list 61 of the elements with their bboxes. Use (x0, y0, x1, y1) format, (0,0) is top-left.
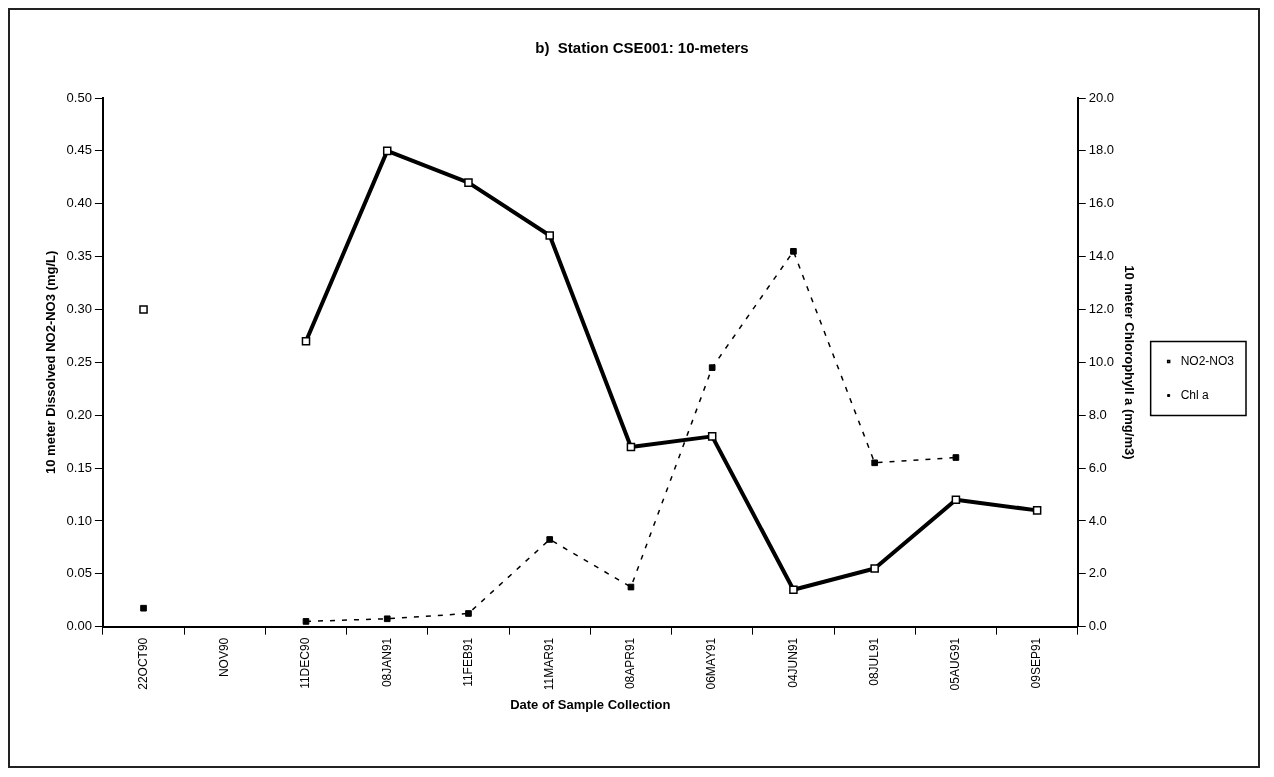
point (951, 495, 961, 505)
point (464, 178, 473, 187)
x-tick-label: 08APR91 (623, 637, 638, 690)
point (301, 336, 311, 346)
point (465, 610, 472, 617)
y-tick-label: 0.50 (66, 89, 92, 105)
y-axis-title: 10 meter Dissolved NO2-NO3 (mg/L) (43, 250, 59, 474)
point (707, 432, 717, 441)
x-tick-label: 11FEB91 (460, 637, 475, 687)
y2-tick-label: 4.0 (1088, 512, 1107, 528)
point (871, 459, 878, 467)
y-tick-label: 0.20 (66, 406, 92, 422)
y-tick-label: 0.45 (66, 142, 92, 158)
x-tick-label: 05AUG91 (948, 637, 963, 691)
point (139, 305, 148, 314)
point (790, 248, 797, 255)
point (140, 604, 147, 612)
point (1032, 506, 1042, 515)
x-tick-label: 22OCT90 (135, 637, 150, 690)
x-tick-label: 11MAR91 (542, 637, 557, 691)
point (870, 564, 879, 573)
y2-tick-label: 10.0 (1088, 353, 1115, 369)
y2-tick-label: 2.0 (1088, 565, 1107, 581)
y-tick-label: 0.05 (66, 565, 92, 581)
point (627, 583, 635, 591)
y-tick-label: 0.35 (66, 248, 92, 264)
y2-tick-label: 6.0 (1088, 459, 1107, 475)
x-tick-label: NOV90 (217, 637, 232, 678)
legend-label: NO2-NO3 (1180, 353, 1235, 368)
x-tick-label: 08JUL91 (866, 637, 881, 686)
x-tick-label: 11DEC90 (298, 637, 313, 689)
y2-tick-label: 12.0 (1088, 301, 1115, 317)
point (789, 585, 798, 594)
y-tick-label: 0.30 (66, 301, 92, 317)
y2-tick-label: 0.0 (1088, 618, 1107, 634)
legend-label: Chl a (1180, 387, 1209, 402)
y-tick-label: 0.25 (66, 353, 92, 369)
y2-tick-label: 16.0 (1088, 195, 1115, 211)
point (546, 536, 554, 543)
point (626, 442, 636, 452)
y2-axis-title: 10 meter Chlorophyll a (mg/m3) (1122, 265, 1138, 460)
y-tick-label: 0.15 (66, 459, 92, 475)
y-tick-label: 0.40 (66, 195, 92, 211)
point (383, 615, 391, 623)
point (382, 146, 392, 156)
point (708, 364, 716, 371)
point (302, 618, 310, 625)
y2-tick-label: 8.0 (1088, 406, 1107, 422)
x-tick-label: 09SEP91 (1029, 637, 1044, 689)
y2-tick-label: 14.0 (1088, 248, 1115, 264)
x-tick-label: 08JAN91 (379, 637, 394, 688)
y2-tick-label: 18.0 (1088, 142, 1115, 158)
point (952, 454, 960, 461)
y2-tick-label: 20.0 (1088, 89, 1115, 105)
point (545, 231, 554, 240)
chart-title: b) Station CSE001: 10-meters (535, 39, 749, 57)
x-tick-label: 06MAY91 (704, 637, 719, 690)
y-tick-label: 0.10 (66, 512, 92, 528)
x-axis-title: Date of Sample Collection (510, 696, 671, 712)
y-tick-label: 0.00 (66, 618, 92, 634)
x-tick-label: 04JUN91 (785, 637, 800, 688)
